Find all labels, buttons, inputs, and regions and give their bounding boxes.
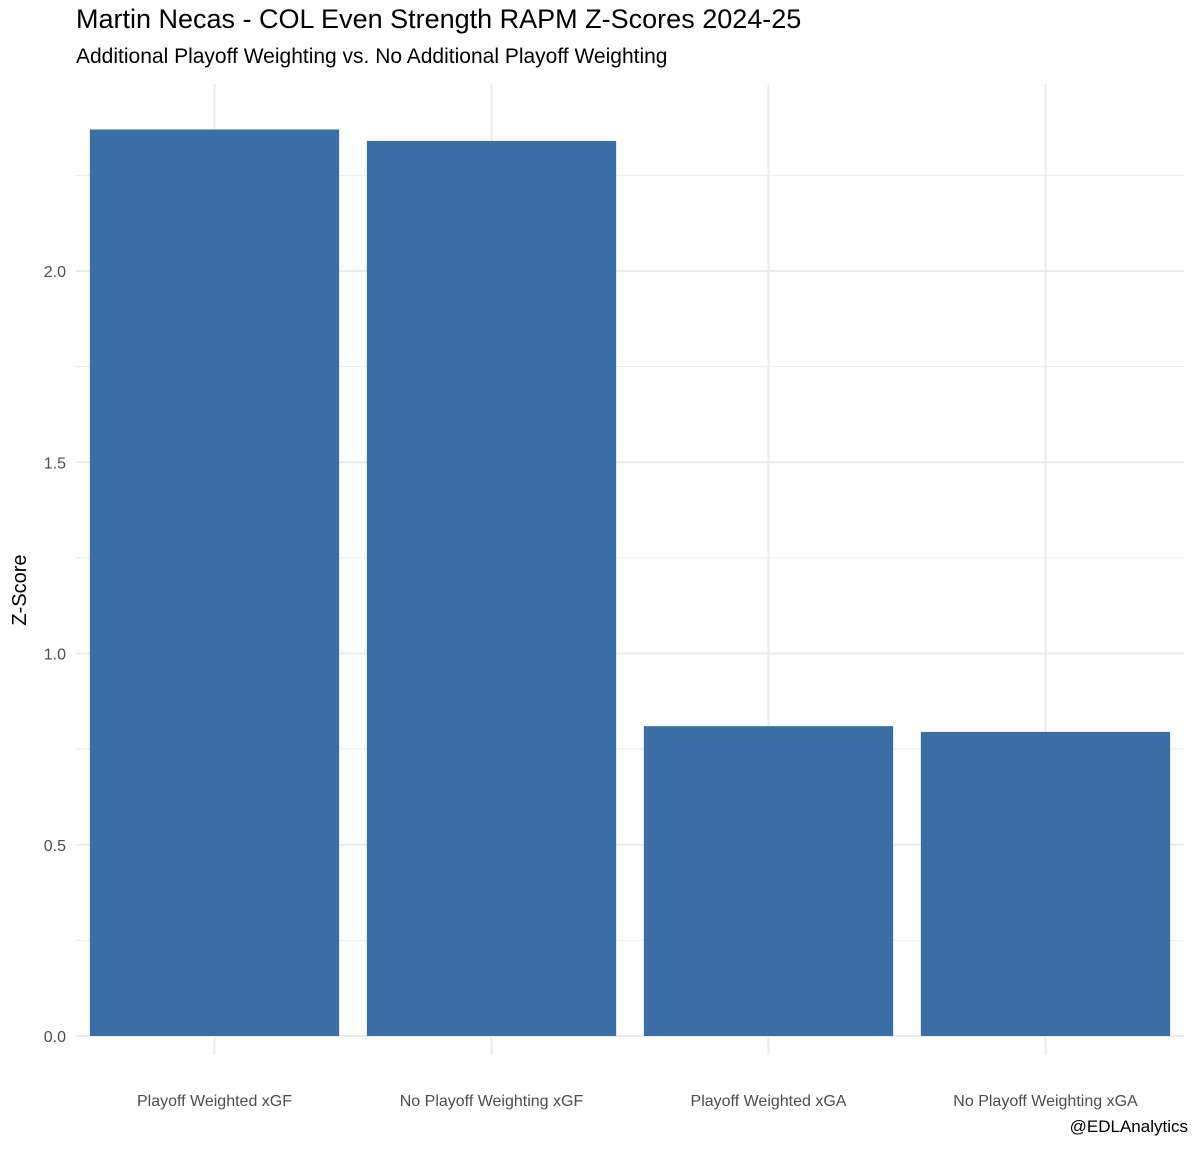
bars: [89, 129, 1171, 1037]
bar: [366, 140, 617, 1036]
x-tick-label: Playoff Weighted xGF: [137, 1093, 292, 1110]
x-tick-label: Playoff Weighted xGA: [691, 1093, 847, 1110]
chart-subtitle: Additional Playoff Weighting vs. No Addi…: [76, 45, 668, 68]
y-tick-label: 1.5: [44, 455, 66, 472]
x-tick-label: No Playoff Weighting xGA: [953, 1093, 1138, 1110]
y-tick-label: 1.0: [44, 647, 66, 664]
y-axis-title: Z-Score: [9, 554, 31, 625]
x-tick-label: No Playoff Weighting xGF: [400, 1093, 584, 1110]
chart-title: Martin Necas - COL Even Strength RAPM Z-…: [76, 4, 802, 34]
x-tick-labels: Playoff Weighted xGF No Playoff Weighting…: [137, 1093, 1138, 1110]
y-tick-label: 0.0: [44, 1029, 66, 1046]
bar: [643, 726, 894, 1036]
y-tick-label: 0.5: [44, 838, 66, 855]
bar: [920, 731, 1171, 1036]
chart-caption: @EDLAnalytics: [1069, 1117, 1188, 1136]
bar: [89, 129, 340, 1037]
y-tick-labels: 0.0 0.5 1.0 1.5 2.0: [44, 264, 66, 1046]
y-tick-label: 2.0: [44, 264, 66, 281]
